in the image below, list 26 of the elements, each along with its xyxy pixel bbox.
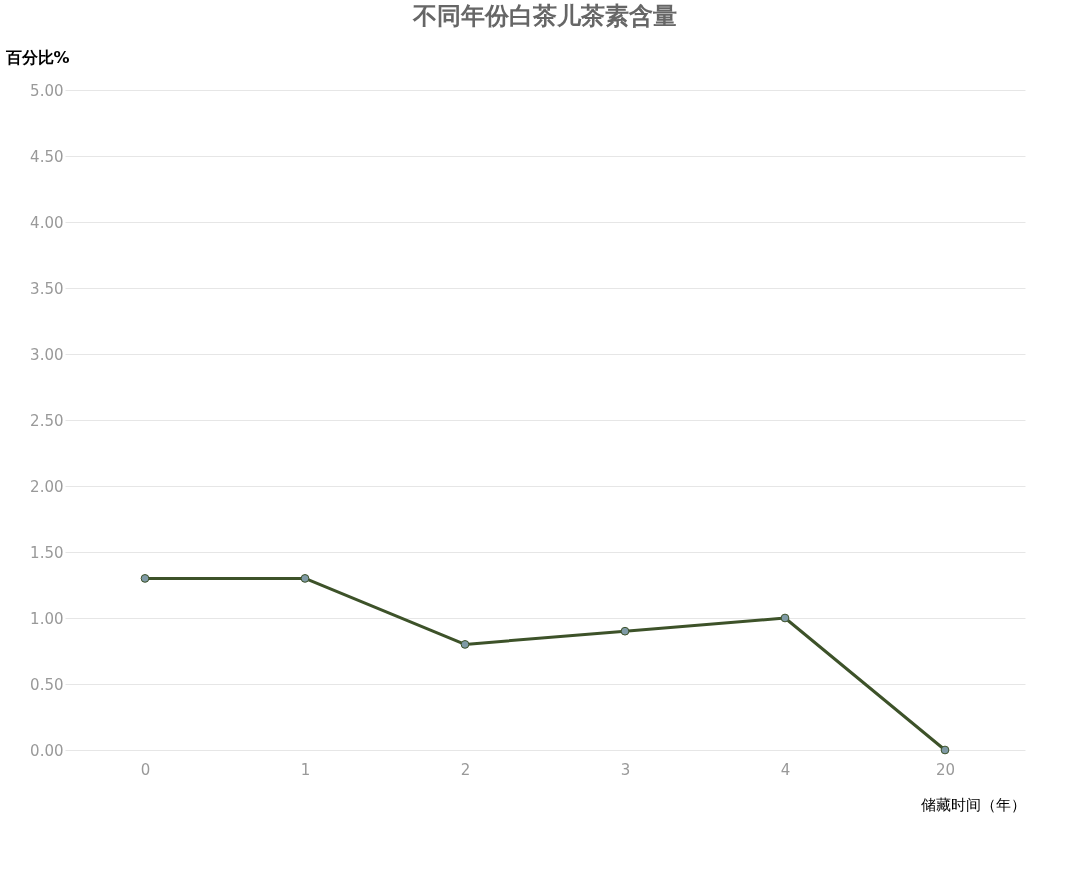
y-tick-label: 2.00: [30, 477, 64, 496]
y-tick-label: 5.00: [30, 81, 64, 100]
y-tick-label: 2.50: [30, 411, 64, 430]
y-tick-label: 4.00: [30, 213, 64, 232]
y-tick-label: 1.00: [30, 609, 64, 628]
y-tick-label: 1.50: [30, 543, 64, 562]
y-tick-label: 0.00: [30, 741, 64, 760]
y-axis-title: 百分比%: [4, 47, 70, 67]
point: [300, 574, 310, 583]
x-axis-title: 储藏时间（年）: [920, 795, 1026, 814]
point: [620, 626, 630, 636]
x-tick-label: 4: [780, 760, 791, 779]
x-tick-label: 0: [140, 760, 151, 779]
x-tick-label: 2: [460, 760, 471, 779]
y-tick-label: 3.50: [30, 279, 64, 298]
point: [140, 574, 150, 583]
point: [460, 640, 470, 649]
x-tick-label: 1: [300, 760, 311, 779]
x-tick-label: 3: [620, 760, 631, 779]
point: [780, 613, 790, 623]
y-tick-label: 0.50: [30, 675, 64, 694]
point: [940, 745, 950, 755]
chart-title: 不同年份白茶儿茶素含量: [412, 2, 677, 30]
y-tick-label: 4.50: [30, 147, 64, 166]
x-tick-label: 20: [935, 760, 956, 779]
y-tick-label: 3.00: [30, 345, 64, 364]
